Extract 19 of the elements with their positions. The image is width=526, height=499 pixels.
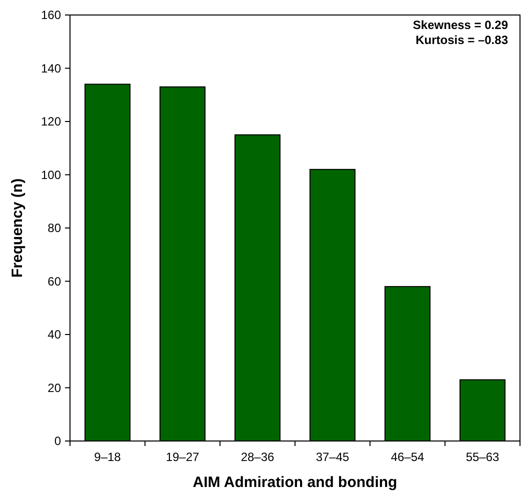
y-axis-title: Frequency (n): [9, 178, 26, 278]
x-tick-label: 46–54: [390, 450, 425, 464]
x-tick-label: 55–63: [466, 450, 500, 464]
y-tick-label: 0: [54, 434, 62, 448]
annotation: Kurtosis = –0.83: [416, 33, 508, 47]
annotation: Skewness = 0.29: [412, 18, 508, 32]
y-tick-label: 80: [48, 221, 62, 236]
x-axis-title: AIM Admiration and bonding: [192, 474, 398, 491]
x-tick-label: 9–18: [94, 450, 122, 464]
x-tick-label: 19–27: [166, 450, 200, 464]
y-tick-label: 140: [40, 61, 62, 76]
y-tick-label: 160: [40, 8, 62, 22]
y-tick-label: 100: [40, 168, 62, 182]
x-tick-label: 28–36: [240, 450, 275, 464]
y-tick-label: 40: [48, 328, 62, 342]
y-tick-label: 60: [48, 274, 62, 288]
x-tick-label: 37–45: [316, 450, 350, 464]
y-tick-label: 120: [40, 114, 62, 129]
y-tick-label: 20: [48, 380, 62, 395]
